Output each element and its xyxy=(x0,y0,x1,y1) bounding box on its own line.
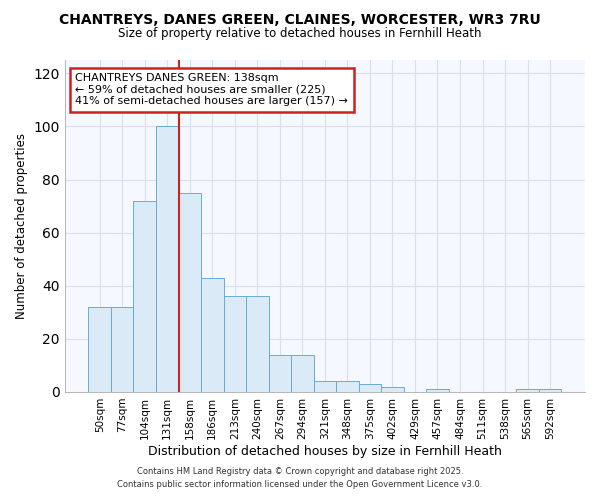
Text: CHANTREYS DANES GREEN: 138sqm
← 59% of detached houses are smaller (225)
41% of : CHANTREYS DANES GREEN: 138sqm ← 59% of d… xyxy=(75,74,348,106)
Bar xyxy=(269,355,291,392)
Bar xyxy=(381,386,404,392)
Bar xyxy=(336,382,359,392)
Bar xyxy=(246,296,269,392)
Text: CHANTREYS, DANES GREEN, CLAINES, WORCESTER, WR3 7RU: CHANTREYS, DANES GREEN, CLAINES, WORCEST… xyxy=(59,12,541,26)
Bar xyxy=(88,307,111,392)
Bar xyxy=(539,390,562,392)
Bar xyxy=(291,355,314,392)
Bar xyxy=(179,193,201,392)
Bar xyxy=(426,390,449,392)
Bar xyxy=(111,307,133,392)
Y-axis label: Number of detached properties: Number of detached properties xyxy=(15,133,28,319)
Text: Size of property relative to detached houses in Fernhill Heath: Size of property relative to detached ho… xyxy=(118,28,482,40)
X-axis label: Distribution of detached houses by size in Fernhill Heath: Distribution of detached houses by size … xyxy=(148,444,502,458)
Bar xyxy=(224,296,246,392)
Bar xyxy=(156,126,179,392)
Bar xyxy=(517,390,539,392)
Text: Contains HM Land Registry data © Crown copyright and database right 2025.
Contai: Contains HM Land Registry data © Crown c… xyxy=(118,468,482,489)
Bar xyxy=(201,278,224,392)
Bar xyxy=(133,201,156,392)
Bar xyxy=(314,382,336,392)
Bar xyxy=(359,384,381,392)
